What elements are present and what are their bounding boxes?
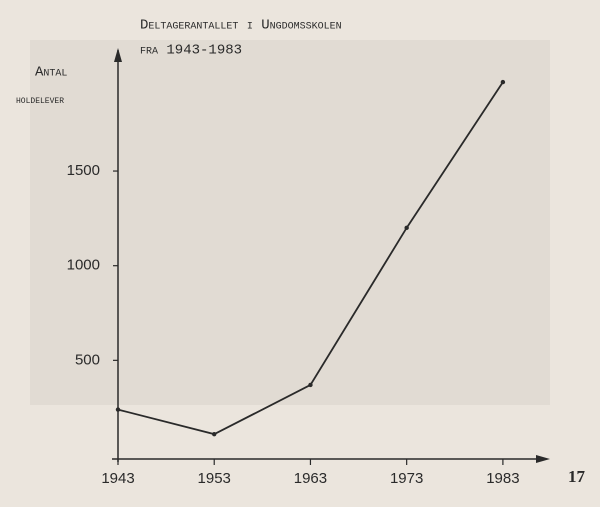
data-point [500,79,506,85]
y-axis-arrow [114,48,122,62]
y-tick-label: 1000 [67,257,100,274]
y-axis-label: Antal [35,65,67,81]
data-point [115,407,121,412]
y-tick-label: 500 [75,351,100,368]
y-tick-label: 1500 [67,162,100,179]
faded-photo [30,40,550,405]
x-tick-label: 1973 [390,470,423,487]
x-tick-label: 1943 [101,470,134,487]
y-axis-label: holdelever [16,93,64,107]
chart-subtitle: fra 1943-1983 [140,43,242,59]
page-number: 17 [568,467,586,486]
x-tick-label: 1953 [198,470,231,487]
data-point [404,225,409,231]
chart-title: Deltagerantallet i Ungdomsskolen [140,18,342,34]
x-tick-label: 1983 [486,470,519,487]
x-axis-arrow [536,455,550,463]
data-point [308,382,313,388]
x-tick-label: 1963 [294,470,327,487]
data-point [212,431,217,437]
